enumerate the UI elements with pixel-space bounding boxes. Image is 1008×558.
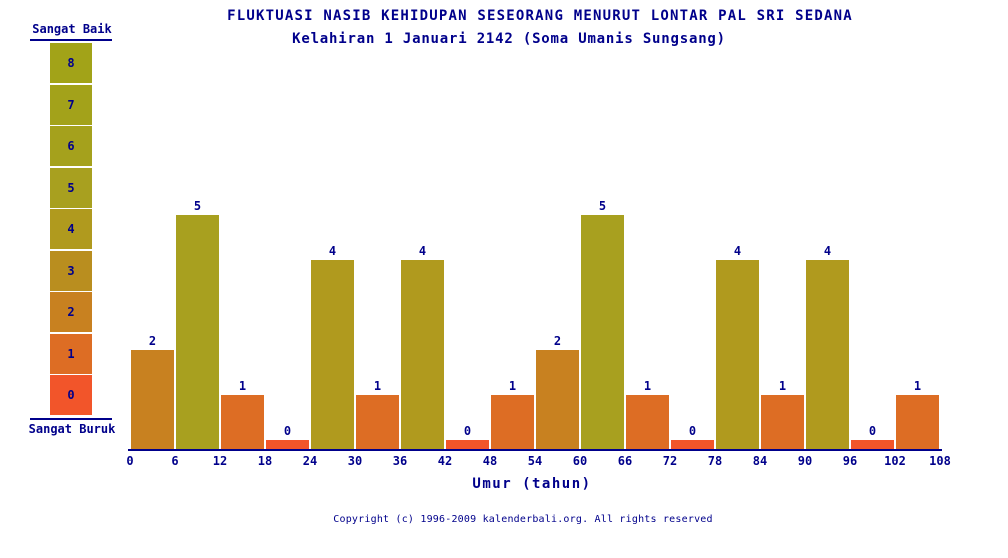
bar bbox=[176, 215, 219, 449]
chart-subtitle: Kelahiran 1 Januari 2142 (Soma Umanis Su… bbox=[292, 31, 726, 47]
legend-cell-label: 6 bbox=[67, 139, 75, 153]
legend-cell-label: 1 bbox=[67, 346, 75, 361]
legend-cell-label: 5 bbox=[67, 180, 75, 195]
legend-top-rule bbox=[30, 39, 112, 41]
x-tick-label: 102 bbox=[884, 454, 906, 468]
bar bbox=[221, 395, 264, 449]
legend-bottom-rule bbox=[30, 418, 112, 420]
legend-cell: 1 bbox=[50, 333, 92, 374]
bar bbox=[131, 350, 174, 449]
x-tick-label: 48 bbox=[482, 454, 498, 468]
legend-cell-label: 8 bbox=[67, 56, 75, 70]
bar-value-label: 5 bbox=[193, 199, 202, 213]
plot-area: 2 5 1 0 4 1 4 0 1 2 5 1 0 4 1 4 0 1 bbox=[130, 199, 940, 449]
bar bbox=[536, 350, 579, 449]
legend-cell-label: 4 bbox=[67, 222, 75, 236]
legend-cell: 3 bbox=[50, 250, 92, 291]
x-tick-label: 72 bbox=[662, 454, 678, 468]
x-tick-label: 78 bbox=[707, 454, 723, 468]
bar-value-label: 4 bbox=[733, 244, 742, 258]
x-tick-label: 30 bbox=[347, 454, 363, 468]
bar bbox=[491, 395, 534, 449]
legend-cells: 8 7 6 5 4 3 2 1 0 bbox=[50, 43, 92, 415]
bar-value-label: 1 bbox=[643, 379, 652, 393]
bar bbox=[311, 260, 354, 449]
bar-value-label: 0 bbox=[868, 424, 877, 438]
x-tick-label: 24 bbox=[302, 454, 318, 468]
bar-value-label: 4 bbox=[328, 244, 337, 258]
legend-cell: 8 bbox=[50, 43, 92, 83]
x-tick-label: 90 bbox=[797, 454, 813, 468]
x-tick-label: 84 bbox=[752, 454, 768, 468]
bar-value-label: 0 bbox=[463, 424, 472, 438]
bar-value-label: 5 bbox=[598, 199, 607, 213]
color-scale-legend: Sangat Baik 8 7 6 5 4 3 2 1 0 Sangat Buruk bbox=[20, 22, 124, 436]
bar bbox=[446, 440, 489, 449]
bar bbox=[401, 260, 444, 449]
x-tick-label: 0 bbox=[126, 454, 134, 468]
copyright-text: Copyright (c) 1996-2009 kalenderbali.org… bbox=[333, 514, 713, 525]
x-tick-label: 6 bbox=[171, 454, 179, 468]
bar-value-label: 4 bbox=[418, 244, 427, 258]
legend-top-label: Sangat Baik bbox=[32, 22, 112, 36]
bar bbox=[851, 440, 894, 449]
bar-value-label: 0 bbox=[688, 424, 697, 438]
legend-cell: 4 bbox=[50, 209, 92, 249]
x-tick-label: 108 bbox=[929, 454, 951, 468]
legend-cell-label: 2 bbox=[67, 305, 75, 319]
x-axis-line bbox=[128, 449, 942, 451]
bar-value-label: 2 bbox=[553, 334, 562, 348]
legend-cell: 6 bbox=[50, 126, 92, 166]
x-tick-label: 66 bbox=[617, 454, 633, 468]
bar-value-label: 4 bbox=[823, 244, 832, 258]
bar bbox=[266, 440, 309, 449]
x-tick-label: 12 bbox=[212, 454, 228, 468]
bar bbox=[761, 395, 804, 449]
x-tick-label: 36 bbox=[392, 454, 408, 468]
bar-value-label: 1 bbox=[778, 379, 787, 393]
x-tick-label: 54 bbox=[527, 454, 543, 468]
bar bbox=[356, 395, 399, 449]
bar-value-label: 1 bbox=[913, 379, 922, 393]
legend-cell: 0 bbox=[50, 375, 92, 415]
x-axis-ticks: 0 6 12 18 24 30 36 42 48 54 60 66 72 78 84 90 96 102 108 bbox=[126, 454, 950, 470]
legend-cell-label: 0 bbox=[67, 388, 75, 402]
x-axis-title: Umur (tahun) bbox=[472, 476, 592, 492]
bar-value-label: 0 bbox=[283, 424, 292, 438]
bar-value-label: 1 bbox=[238, 379, 247, 393]
legend-cell-label: 3 bbox=[67, 263, 75, 278]
bar-value-label: 1 bbox=[508, 379, 517, 393]
x-tick-label: 60 bbox=[572, 454, 588, 468]
x-tick-label: 42 bbox=[437, 454, 453, 468]
x-tick-label: 18 bbox=[257, 454, 273, 468]
bar bbox=[716, 260, 759, 449]
legend-cell-label: 7 bbox=[67, 97, 75, 112]
chart-title: FLUKTUASI NASIB KEHIDUPAN SESEORANG MENU… bbox=[227, 8, 853, 24]
legend-cell: 7 bbox=[50, 84, 92, 125]
bar bbox=[626, 395, 669, 449]
legend-cell: 2 bbox=[50, 292, 92, 332]
bar bbox=[806, 260, 849, 449]
bar bbox=[896, 395, 939, 449]
x-tick-label: 96 bbox=[842, 454, 858, 468]
bar bbox=[671, 440, 714, 449]
bar-value-label: 2 bbox=[148, 334, 157, 348]
bar-value-label: 1 bbox=[373, 379, 382, 393]
legend-cell: 5 bbox=[50, 167, 92, 208]
bar bbox=[581, 215, 624, 449]
legend-bottom-label: Sangat Buruk bbox=[28, 422, 116, 436]
